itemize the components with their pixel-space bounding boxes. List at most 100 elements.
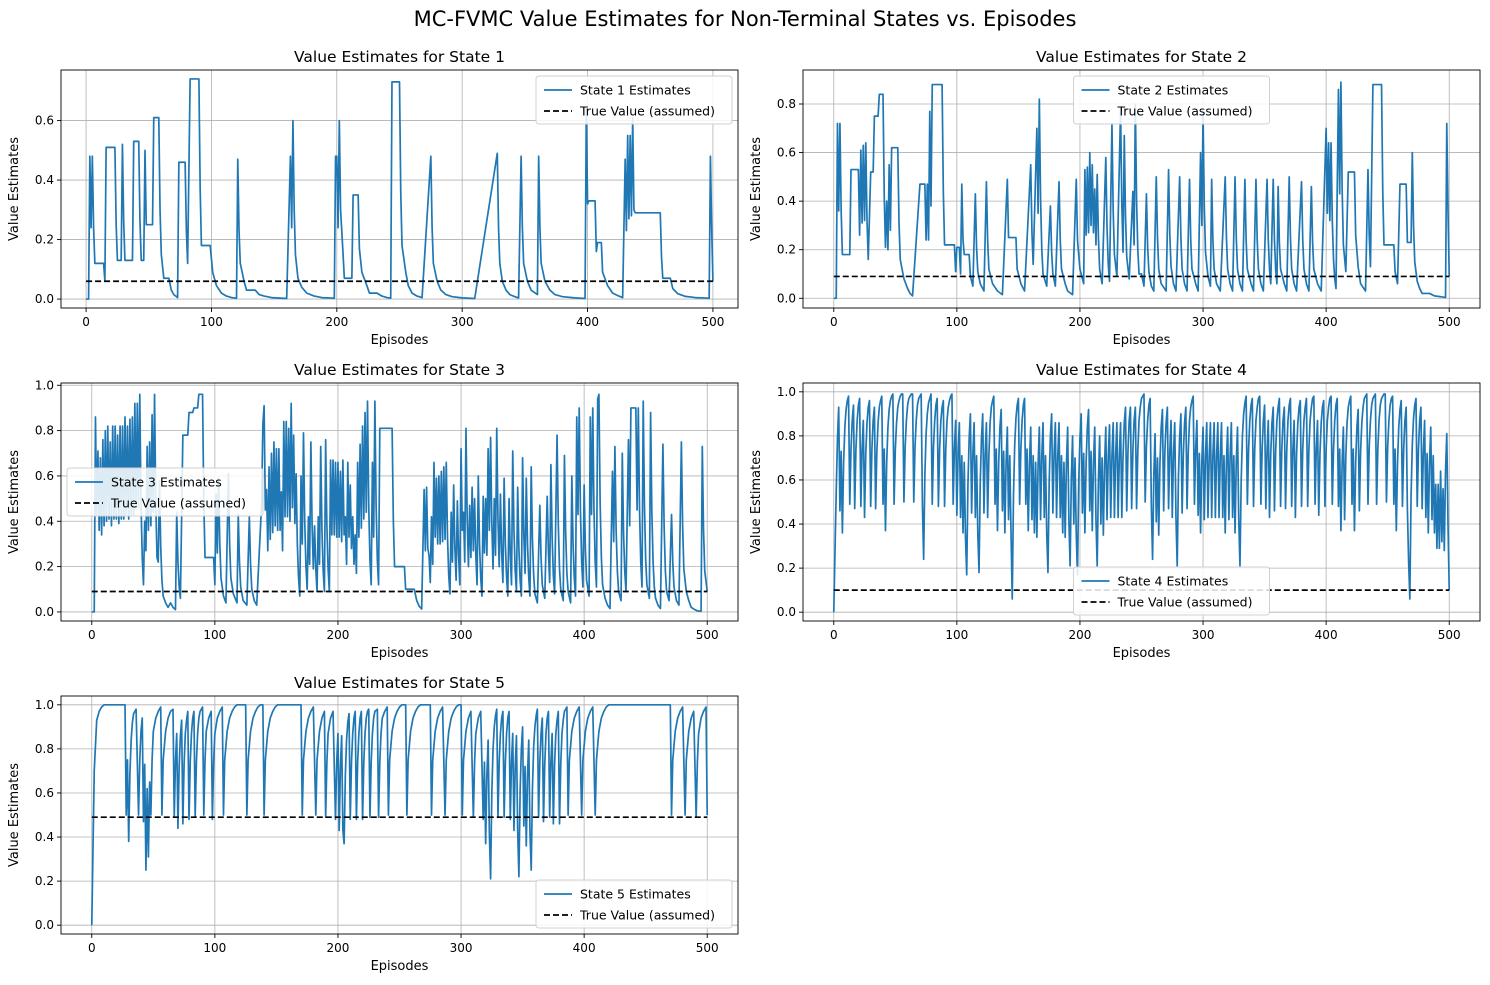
y-tick-label: 0.8 (35, 424, 54, 438)
x-tick-label: 0 (88, 628, 96, 642)
legend: State 2 Estimates True Value (assumed) (1073, 75, 1270, 125)
x-tick-label: 200 (1069, 628, 1092, 642)
y-tick-label: 0.6 (777, 473, 796, 487)
subplot-5: 0 100 200 300 400 500 0.0 0.2 0.4 0.6 0.8 1.0 Value … (7, 674, 739, 974)
x-tick-label: 500 (701, 315, 724, 329)
x-axis-label: Episodes (371, 333, 429, 348)
subplot-4: 0 100 200 300 400 500 0.0 0.2 0.4 0.6 0.8 1.0 Value … (749, 361, 1481, 661)
y-tick-label: 0.4 (777, 194, 796, 208)
y-tick-label: 0.0 (35, 605, 54, 619)
legend-frame (1073, 566, 1270, 616)
y-tick-label: 0.0 (777, 605, 796, 619)
legend-entry-label: State 5 Estimates (580, 887, 691, 902)
subplot-3: 0 100 200 300 400 500 0.0 0.2 0.4 0.6 0.8 1.0 Value … (7, 361, 739, 661)
y-tick-label: 0.8 (777, 97, 796, 111)
figure-suptitle: MC-FVMC Value Estimates for Non-Terminal… (414, 7, 1077, 31)
x-tick-label: 0 (82, 315, 90, 329)
y-tick-label: 0.4 (35, 173, 54, 187)
axes-frame (60, 69, 739, 309)
x-tick-label: 100 (203, 941, 226, 955)
x-tick-label: 0 (88, 941, 96, 955)
y-tick-label: 0.2 (35, 874, 54, 888)
y-tick-label: 0.8 (35, 742, 54, 756)
y-tick-label: 1.0 (35, 378, 54, 392)
y-tick-label: 0.8 (777, 429, 796, 443)
x-tick-label: 300 (451, 315, 474, 329)
subplot-1: 0 100 200 300 400 500 0.0 0.2 0.4 0.6 Value Estima… (7, 48, 739, 348)
x-tick-label: 0 (830, 315, 838, 329)
x-axis-label: Episodes (1113, 333, 1171, 348)
x-tick-label: 300 (1192, 315, 1215, 329)
y-tick-label: 0.0 (35, 292, 54, 306)
x-axis-label: Episodes (371, 646, 429, 661)
subplot-title: Value Estimates for State 1 (294, 48, 505, 66)
legend-entry-label: True Value (assumed) (1117, 595, 1253, 610)
y-tick-label: 0.2 (35, 560, 54, 574)
y-tick-label: 0.6 (35, 469, 54, 483)
y-axis-label: Value Estimates (749, 450, 764, 554)
legend-entry-label: State 4 Estimates (1118, 574, 1229, 589)
y-tick-label: 1.0 (35, 698, 54, 712)
estimate-line (91, 393, 709, 613)
axes-frame (60, 382, 739, 622)
y-tick-label: 0.0 (777, 291, 796, 305)
x-tick-label: 400 (1315, 628, 1338, 642)
y-tick-label: 1.0 (777, 385, 796, 399)
y-tick-label: 0.6 (777, 146, 796, 160)
axes-frame (60, 695, 739, 935)
x-tick-label: 500 (1438, 315, 1461, 329)
y-axis-label: Value Estimates (749, 137, 764, 241)
y-tick-label: 0.2 (35, 233, 54, 247)
x-tick-label: 400 (573, 628, 596, 642)
x-tick-label: 300 (1192, 628, 1215, 642)
x-tick-label: 100 (945, 315, 968, 329)
x-tick-label: 200 (1069, 315, 1092, 329)
legend-entry-label: True Value (assumed) (579, 104, 715, 119)
x-tick-label: 500 (1438, 628, 1461, 642)
y-tick-label: 0.4 (35, 830, 54, 844)
x-axis-label: Episodes (371, 959, 429, 974)
x-tick-label: 200 (325, 315, 348, 329)
legend-entry-label: True Value (assumed) (579, 908, 715, 923)
x-tick-label: 200 (327, 941, 350, 955)
x-tick-label: 400 (1315, 315, 1338, 329)
y-tick-label: 0.4 (777, 517, 796, 531)
x-tick-label: 0 (830, 628, 838, 642)
estimate-line (833, 81, 1451, 300)
estimate-line (90, 703, 709, 926)
x-tick-label: 300 (450, 941, 473, 955)
y-tick-label: 0.2 (777, 243, 796, 257)
y-tick-label: 0.6 (35, 786, 54, 800)
estimate-line (86, 78, 714, 300)
y-axis-label: Value Estimates (7, 450, 22, 554)
legend: State 3 Estimates True Value (assumed) (66, 467, 264, 517)
estimate-line (832, 393, 1451, 613)
y-tick-label: 0.6 (35, 114, 54, 128)
y-axis-label: Value Estimates (7, 137, 22, 241)
y-tick-label: 0.0 (35, 918, 54, 932)
legend-frame (1073, 75, 1270, 125)
subplot-title: Value Estimates for State 2 (1036, 48, 1247, 66)
y-tick-label: 0.4 (35, 514, 54, 528)
x-tick-label: 100 (203, 628, 226, 642)
axes-frame (802, 382, 1481, 622)
y-axis-label: Value Estimates (7, 763, 22, 867)
subplot-title: Value Estimates for State 4 (1036, 361, 1247, 379)
x-tick-label: 500 (696, 628, 719, 642)
x-tick-label: 400 (576, 315, 599, 329)
x-tick-label: 500 (696, 941, 719, 955)
legend-frame (535, 75, 733, 125)
x-tick-label: 300 (450, 628, 473, 642)
legend-frame (66, 467, 264, 517)
legend: State 5 Estimates True Value (assumed) (535, 879, 733, 929)
axes-frame (802, 69, 1481, 309)
legend: State 1 Estimates True Value (assumed) (535, 75, 733, 125)
legend-entry-label: True Value (assumed) (1117, 104, 1253, 119)
x-tick-label: 100 (200, 315, 223, 329)
subplot-2: 0 100 200 300 400 500 0.0 0.2 0.4 0.6 0.8 Value Est… (749, 48, 1481, 348)
subplot-title: Value Estimates for State 5 (294, 674, 505, 692)
legend-entry-label: State 3 Estimates (111, 475, 222, 490)
legend-frame (535, 879, 733, 929)
x-tick-label: 100 (945, 628, 968, 642)
